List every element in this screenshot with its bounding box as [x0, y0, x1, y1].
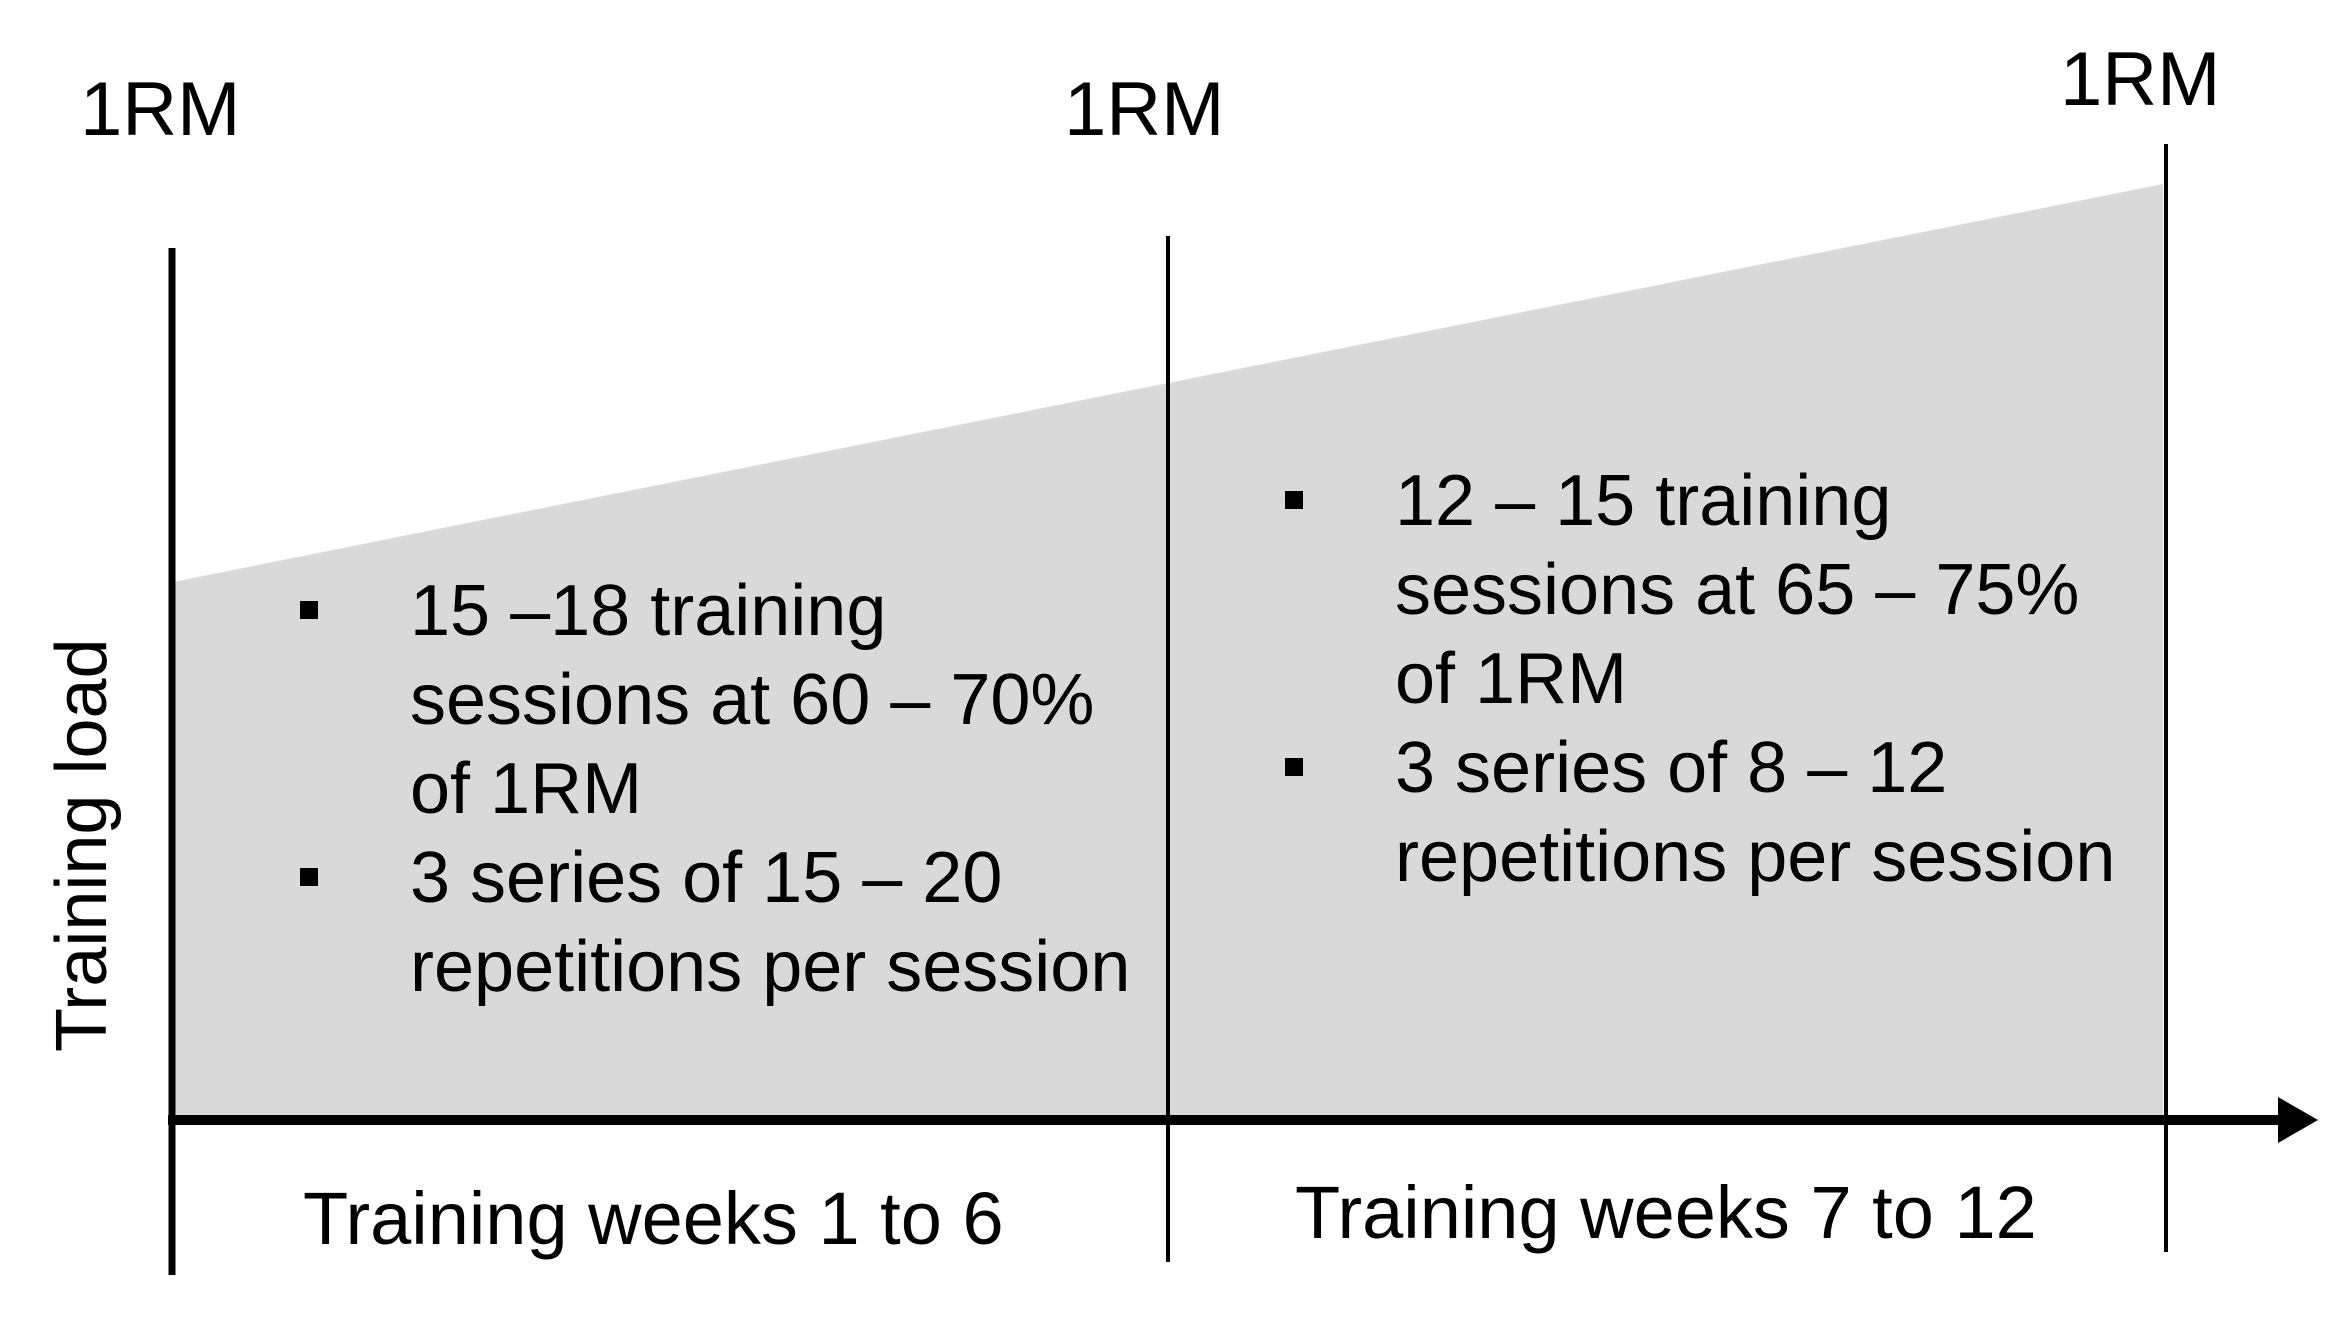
- square-bullet-icon: [1285, 491, 1303, 509]
- phase-2-label: Training weeks 7 to 12: [1295, 1171, 2037, 1254]
- rm-test-marker-mid: 1RM: [1064, 67, 1225, 152]
- square-bullet-icon: [300, 868, 318, 886]
- bullet-text: 15 –18 training sessions at 60 – 70% of …: [410, 571, 1095, 829]
- square-bullet-icon: [1285, 758, 1303, 776]
- phase-1-bullet-sessions: 15 –18 training sessions at 60 – 70% of …: [300, 567, 1160, 834]
- phase-2-bullet-list: 12 – 15 training sessions at 65 – 75% of…: [1285, 457, 2145, 902]
- bullet-text: 3 series of 15 – 20 repetitions per sess…: [410, 838, 1131, 1007]
- rm-test-marker-end: 1RM: [2060, 37, 2221, 122]
- phase-1-label: Training weeks 1 to 6: [303, 1177, 1004, 1260]
- phase-2-bullet-series: 3 series of 8 – 12 repetitions per sessi…: [1285, 724, 2145, 902]
- square-bullet-icon: [300, 601, 318, 619]
- bullet-text: 12 – 15 training sessions at 65 – 75% of…: [1395, 461, 2080, 719]
- phase-1-bullet-list: 15 –18 training sessions at 60 – 70% of …: [300, 567, 1160, 1012]
- bullet-text: 3 series of 8 – 12 repetitions per sessi…: [1395, 728, 2116, 897]
- phase-2-bullet-sessions: 12 – 15 training sessions at 65 – 75% of…: [1285, 457, 2145, 724]
- y-axis-label: Training load: [42, 638, 122, 1052]
- rm-test-marker-start: 1RM: [80, 67, 241, 152]
- phase-1-bullet-series: 3 series of 15 – 20 repetitions per sess…: [300, 834, 1160, 1012]
- x-axis-arrowhead: [2278, 1097, 2318, 1143]
